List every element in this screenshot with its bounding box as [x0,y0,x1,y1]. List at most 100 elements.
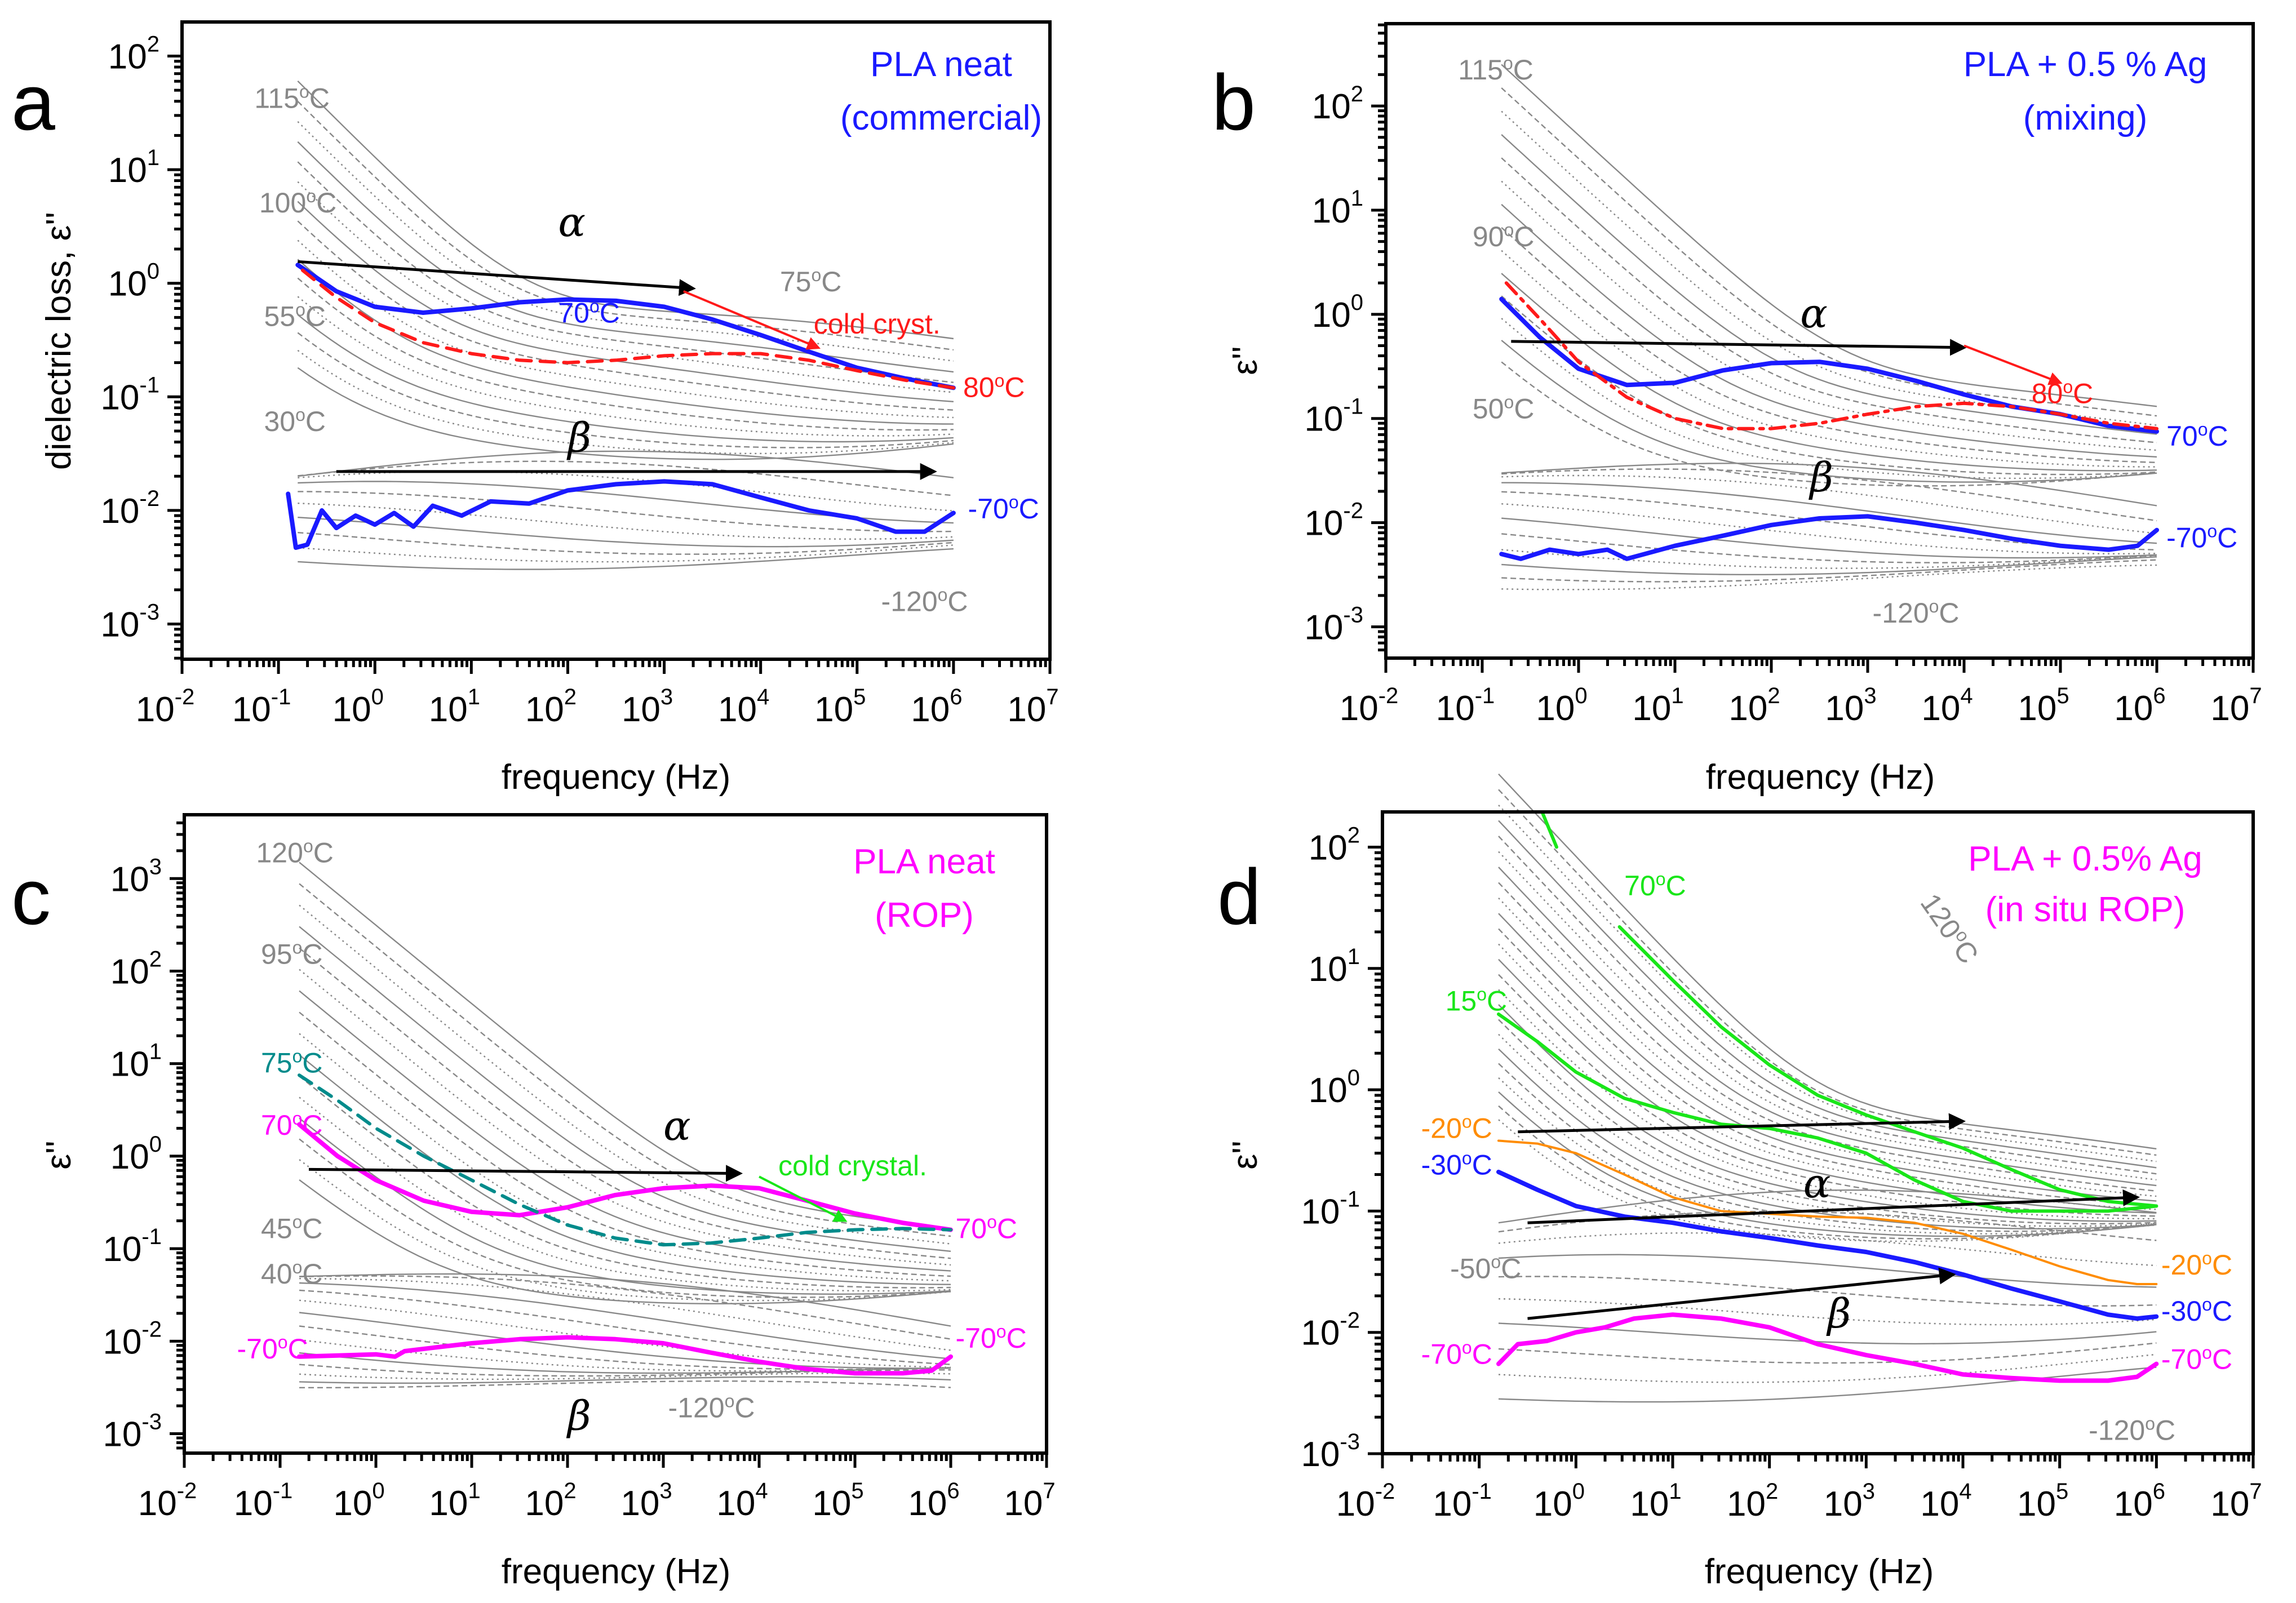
background-curve [1498,1276,2157,1307]
x-axis-label: frequency (Hz) [502,758,731,797]
temperature-label: -70oC [956,1321,1027,1354]
background-curve [1498,897,2157,1197]
series-line [1496,1170,2159,1321]
temperature-label: 70oC [956,1211,1018,1244]
background-curve [298,517,954,548]
panel-letter: d [1217,852,1261,941]
background-curve [298,532,954,555]
chart-title-line2: (commercial) [840,99,1042,137]
y-tick-label: 102 [110,947,162,992]
y-tick-label: 10-1 [100,372,159,417]
temperature-label: 50oC [1473,392,1535,425]
temperature-label: 100oC [259,186,336,219]
background-curve [1501,533,2157,563]
y-tick-label: 10-1 [1304,394,1363,439]
x-tick-label: 100 [333,685,384,729]
y-tick-label: 10-2 [100,486,159,531]
background-curve [297,181,954,393]
x-tick-label: 104 [718,685,769,729]
x-tick-label: 103 [1824,1479,1875,1524]
x-tick-label: 104 [1920,1479,1971,1524]
temperature-label: 15oC [1446,984,1508,1016]
temperature-label: -50oC [1450,1251,1521,1284]
y-tick-label: 102 [1309,823,1360,867]
y-tick-label: 10-3 [100,600,159,645]
background-curve [297,220,954,411]
background-curve [1501,157,2157,443]
x-axis-label: frequency (Hz) [1706,758,1935,797]
background-curve [297,277,954,431]
background-curve [1501,474,2157,534]
x-tick-label: 103 [622,685,673,729]
background-curve [1501,87,2157,417]
background-curve [299,1033,951,1282]
temperature-label: 45oC [261,1211,323,1244]
background-curve [299,1312,951,1369]
background-curve [297,201,954,402]
relaxation-label: α [1800,290,1828,337]
x-tick-label: 10-1 [234,1478,293,1523]
temperature-label: 95oC [261,938,323,970]
temperature-label: -30oC [2161,1294,2232,1327]
y-tick-label: 10-1 [1301,1187,1360,1231]
relaxation-label: β [566,1392,591,1440]
background-curve [1498,913,2157,1202]
temperature-label: -20oC [1421,1112,1492,1144]
temperature-label: -20oC [2161,1248,2232,1281]
temperature-label: 40oC [261,1257,323,1290]
background-curve [299,990,951,1272]
x-axis-label: frequency (Hz) [1705,1552,1934,1591]
temperature-label: -120oC [1873,596,1960,629]
x-tick-label: 10-1 [232,685,291,729]
y-tick-label: 10-2 [103,1317,162,1361]
series-line [286,479,956,550]
annotation-arrow [683,290,821,350]
background-curve [299,883,951,1237]
series-line [1540,810,1558,849]
temperature-label: 115oC [1458,53,1533,86]
background-curve [299,1179,951,1305]
temperature-label: -70oC [237,1332,308,1365]
plot-frame [183,813,1048,1455]
temperature-label: 80oC [2032,377,2094,410]
y-tick-label: 100 [1312,290,1363,335]
x-tick-label: 105 [2017,1479,2068,1524]
background-curve [299,1273,951,1327]
chart-title-line1: PLA + 0.5% Ag [1968,840,2202,878]
background-curves [299,862,951,1389]
background-curve [1498,989,2157,1220]
temperature-label: 75oC [780,265,842,297]
relaxation-label: α [663,1102,691,1149]
panel-a: a dielectric loss, ε'' frequency (Hz) PL… [11,20,1059,797]
temperature-label: -70oC [2166,521,2237,553]
y-tick-label: 101 [1309,944,1360,989]
x-tick-label: 106 [911,685,962,729]
x-tick-label: 102 [525,1478,576,1523]
x-tick-label: 101 [429,685,480,729]
background-curve [1498,1048,2157,1230]
background-curve [1501,227,2157,463]
temperature-label: 70oC [558,296,620,329]
background-curve [1501,134,2157,435]
background-curve [297,314,954,443]
background-curves [1498,773,2157,1403]
background-curve [299,926,951,1252]
series-line [1504,281,2158,430]
panel-letter: c [11,852,51,941]
annotation-arrow [1511,339,1967,356]
background-curve [297,100,954,351]
background-curve [1498,805,2157,1162]
temperature-label: 30oC [264,405,326,437]
background-curve [1498,867,2157,1187]
panel-letter: a [11,58,55,146]
y-tick-label: 101 [108,145,159,190]
x-tick-label: 105 [814,685,866,729]
y-tick-label: 101 [1312,186,1363,230]
background-curve [299,904,951,1245]
background-curve [1498,928,2157,1206]
background-curve [298,450,954,478]
background-curve [1498,1298,2157,1326]
annotation-arrow [1527,1267,1956,1320]
relaxation-label: α [1803,1160,1831,1207]
